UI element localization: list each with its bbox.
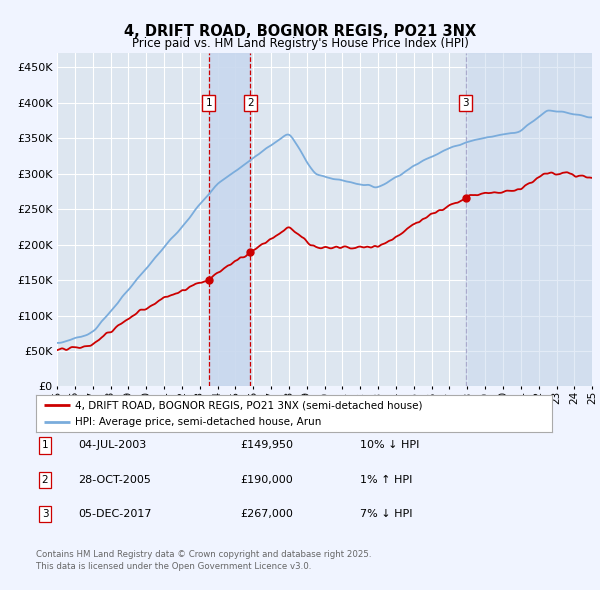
Text: 1: 1 — [41, 441, 49, 450]
Text: Price paid vs. HM Land Registry's House Price Index (HPI): Price paid vs. HM Land Registry's House … — [131, 37, 469, 50]
Text: £267,000: £267,000 — [240, 509, 293, 519]
Bar — [466, 53, 592, 386]
Bar — [209, 53, 250, 386]
Text: 10% ↓ HPI: 10% ↓ HPI — [360, 441, 419, 450]
Text: 1% ↑ HPI: 1% ↑ HPI — [360, 475, 412, 484]
Text: 4, DRIFT ROAD, BOGNOR REGIS, PO21 3NX (semi-detached house): 4, DRIFT ROAD, BOGNOR REGIS, PO21 3NX (s… — [74, 400, 422, 410]
Text: 2: 2 — [41, 475, 49, 484]
Text: 3: 3 — [463, 98, 469, 108]
Text: 05-DEC-2017: 05-DEC-2017 — [78, 509, 151, 519]
Text: 1: 1 — [205, 98, 212, 108]
Text: £149,950: £149,950 — [240, 441, 293, 450]
Text: HPI: Average price, semi-detached house, Arun: HPI: Average price, semi-detached house,… — [74, 417, 321, 427]
Text: 28-OCT-2005: 28-OCT-2005 — [78, 475, 151, 484]
Text: Contains HM Land Registry data © Crown copyright and database right 2025.
This d: Contains HM Land Registry data © Crown c… — [36, 550, 371, 571]
Text: 3: 3 — [41, 509, 49, 519]
Text: £190,000: £190,000 — [240, 475, 293, 484]
Text: 4, DRIFT ROAD, BOGNOR REGIS, PO21 3NX: 4, DRIFT ROAD, BOGNOR REGIS, PO21 3NX — [124, 24, 476, 38]
Text: 2: 2 — [247, 98, 254, 108]
Text: 7% ↓ HPI: 7% ↓ HPI — [360, 509, 413, 519]
Text: 04-JUL-2003: 04-JUL-2003 — [78, 441, 146, 450]
